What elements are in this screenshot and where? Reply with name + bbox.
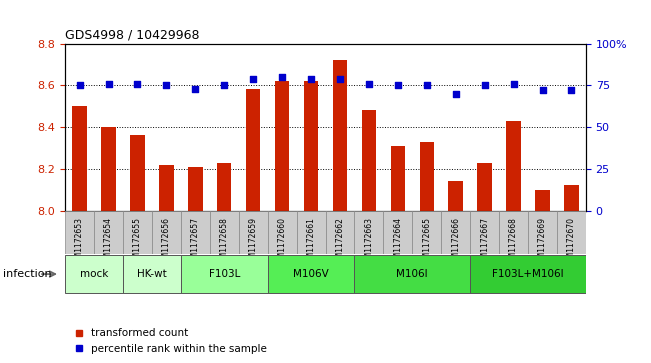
Bar (441, 211, 470, 254)
Bar (152, 211, 181, 254)
Text: GSM1172664: GSM1172664 (393, 217, 402, 268)
Bar (354, 211, 383, 254)
Bar (210, 211, 239, 254)
Bar (304, 81, 318, 211)
Point (335, 76, 345, 82)
Point (508, 81, 519, 86)
Point (422, 82, 432, 88)
Bar (181, 211, 210, 254)
Bar (246, 90, 260, 211)
Point (306, 76, 316, 82)
Bar (354, 255, 470, 293)
Text: GSM1172670: GSM1172670 (567, 217, 576, 268)
Text: GSM1172658: GSM1172658 (220, 217, 229, 268)
Text: F103L+M106I: F103L+M106I (492, 269, 564, 279)
Bar (391, 146, 405, 211)
Bar (159, 164, 174, 211)
Text: GSM1172668: GSM1172668 (509, 217, 518, 268)
Point (479, 82, 490, 88)
Bar (94, 211, 123, 254)
Point (277, 74, 287, 80)
Bar (383, 211, 412, 254)
Text: infection: infection (3, 269, 52, 279)
Point (132, 81, 143, 86)
Point (74, 82, 85, 88)
Point (219, 82, 229, 88)
Legend: transformed count, percentile rank within the sample: transformed count, percentile rank withi… (70, 324, 271, 358)
Bar (130, 135, 145, 211)
Text: F103L: F103L (208, 269, 240, 279)
Bar (499, 211, 528, 254)
Text: GSM1172669: GSM1172669 (538, 217, 547, 268)
Point (566, 87, 577, 93)
Bar (477, 163, 492, 211)
Bar (239, 211, 268, 254)
Bar (470, 255, 586, 293)
Text: GSM1172656: GSM1172656 (162, 217, 171, 268)
Bar (275, 81, 289, 211)
Bar (528, 211, 557, 254)
Bar (535, 190, 549, 211)
Point (190, 86, 201, 91)
Text: GSM1172666: GSM1172666 (451, 217, 460, 268)
Text: GSM1172654: GSM1172654 (104, 217, 113, 268)
Text: GSM1172655: GSM1172655 (133, 217, 142, 268)
Text: GSM1172660: GSM1172660 (277, 217, 286, 268)
Bar (506, 121, 521, 211)
Text: M106I: M106I (396, 269, 428, 279)
Point (537, 87, 547, 93)
Bar (470, 211, 499, 254)
Bar (419, 142, 434, 211)
Bar (268, 255, 354, 293)
Point (393, 82, 403, 88)
Bar (564, 185, 579, 211)
Text: M106V: M106V (293, 269, 329, 279)
Bar (268, 211, 297, 254)
Bar (217, 163, 232, 211)
Text: GSM1172661: GSM1172661 (307, 217, 316, 268)
Bar (123, 255, 181, 293)
Text: GSM1172662: GSM1172662 (335, 217, 344, 268)
Bar (72, 106, 87, 211)
Text: GDS4998 / 10429968: GDS4998 / 10429968 (65, 28, 200, 41)
Bar (65, 211, 94, 254)
Point (450, 91, 461, 97)
Text: GSM1172659: GSM1172659 (249, 217, 258, 268)
Bar (297, 211, 326, 254)
Point (104, 81, 114, 86)
Bar (326, 211, 354, 254)
Bar (123, 211, 152, 254)
Text: GSM1172657: GSM1172657 (191, 217, 200, 268)
Point (161, 82, 172, 88)
Text: GSM1172667: GSM1172667 (480, 217, 489, 268)
Text: mock: mock (80, 269, 108, 279)
Text: GSM1172653: GSM1172653 (75, 217, 84, 268)
Text: HK-wt: HK-wt (137, 269, 167, 279)
Bar (412, 211, 441, 254)
Bar (181, 255, 268, 293)
Bar (362, 110, 376, 211)
Bar (333, 60, 347, 211)
Text: GSM1172663: GSM1172663 (365, 217, 374, 268)
Point (248, 76, 258, 82)
Bar (557, 211, 586, 254)
Bar (102, 127, 116, 211)
Bar (449, 181, 463, 211)
Bar (65, 255, 123, 293)
Bar (188, 167, 202, 211)
Point (364, 81, 374, 86)
Text: GSM1172665: GSM1172665 (422, 217, 431, 268)
